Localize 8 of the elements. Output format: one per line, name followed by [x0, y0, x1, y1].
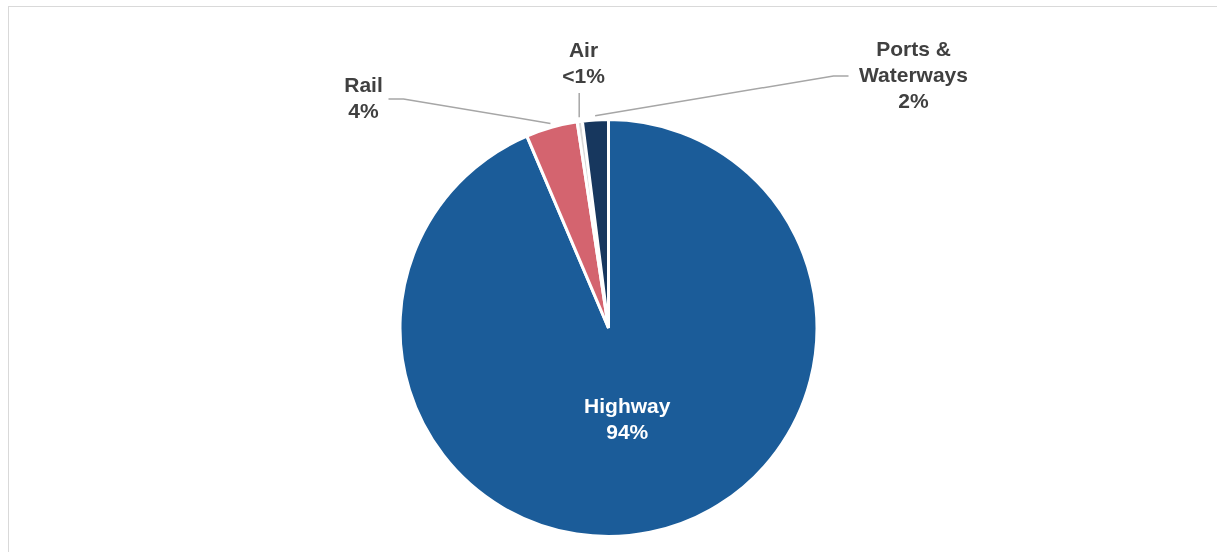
- slice-label: Rail: [344, 72, 383, 96]
- slice-label: Ports & Waterways: [859, 36, 968, 86]
- slice-label: Highway: [584, 393, 671, 417]
- data-label: 4%: [348, 98, 379, 122]
- data-label: 2%: [898, 88, 929, 112]
- data-label: 94%: [606, 419, 649, 443]
- data-label: <1%: [562, 63, 606, 87]
- slice-label: Air: [568, 37, 599, 61]
